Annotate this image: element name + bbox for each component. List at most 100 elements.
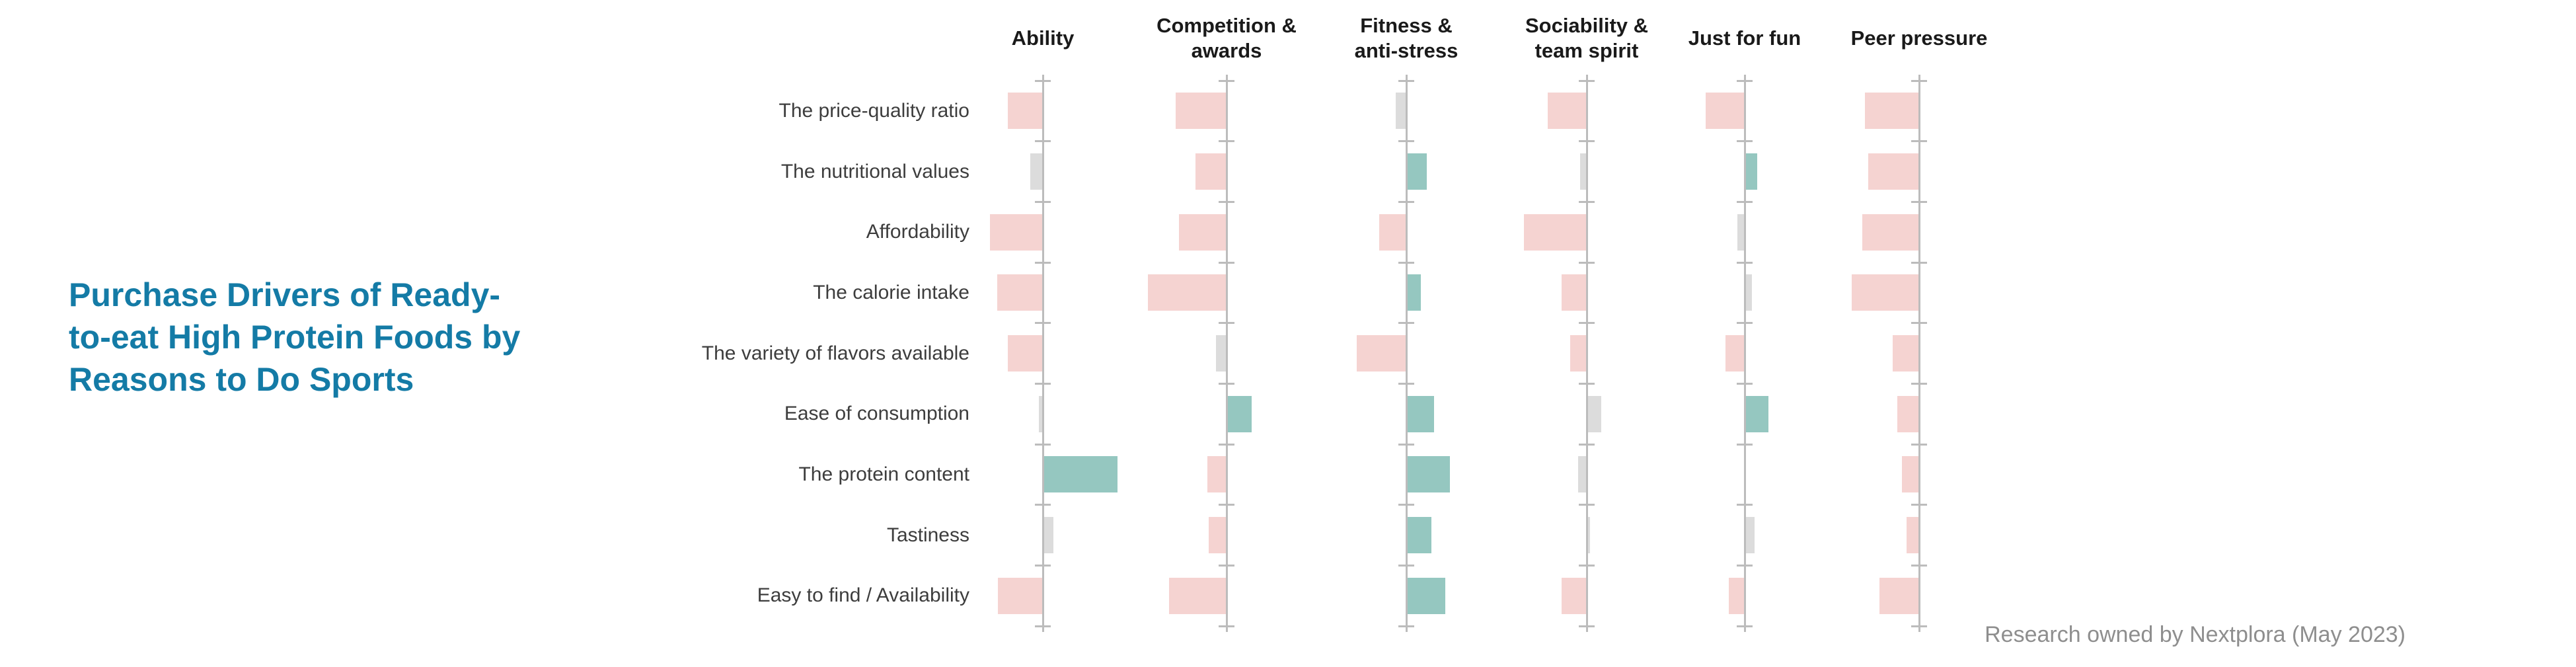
bar bbox=[1008, 335, 1043, 372]
axis-tick bbox=[1911, 261, 1927, 264]
bar bbox=[1195, 153, 1227, 190]
bar bbox=[1868, 153, 1919, 190]
axis-tick bbox=[1737, 504, 1753, 506]
bar bbox=[1852, 274, 1919, 311]
axis-tick bbox=[1579, 261, 1595, 264]
axis-tick bbox=[1398, 564, 1414, 567]
bar bbox=[1207, 456, 1227, 493]
bar bbox=[1209, 517, 1227, 553]
bar bbox=[1227, 395, 1252, 432]
bar bbox=[1396, 93, 1406, 130]
bar bbox=[1706, 93, 1745, 130]
bar bbox=[1745, 153, 1757, 190]
bar bbox=[1176, 93, 1227, 130]
axis-tick bbox=[1911, 140, 1927, 143]
bar bbox=[998, 577, 1043, 614]
axis-line bbox=[1405, 75, 1408, 632]
chart-title: Purchase Drivers of Ready- to-eat High P… bbox=[69, 276, 521, 398]
axis-tick bbox=[1398, 79, 1414, 82]
row-label: The calorie intake bbox=[813, 281, 969, 303]
bar bbox=[1725, 335, 1745, 372]
axis-tick bbox=[1219, 443, 1234, 446]
bar bbox=[1407, 395, 1434, 432]
axis-tick bbox=[1035, 443, 1051, 446]
axis-tick bbox=[1579, 625, 1595, 627]
bar bbox=[1578, 456, 1587, 493]
bar bbox=[1862, 214, 1919, 251]
bar bbox=[1570, 335, 1587, 372]
bar bbox=[997, 274, 1043, 311]
axis-tick bbox=[1737, 443, 1753, 446]
axis-tick bbox=[1398, 625, 1414, 627]
axis-tick bbox=[1219, 79, 1234, 82]
bar bbox=[1407, 456, 1450, 493]
axis-tick bbox=[1579, 382, 1595, 385]
axis-tick bbox=[1579, 504, 1595, 506]
bar bbox=[1148, 274, 1227, 311]
bar bbox=[1737, 214, 1745, 251]
axis-tick bbox=[1737, 322, 1753, 325]
column-header: Fitness & anti-stress bbox=[1354, 14, 1458, 62]
row-label: Affordability bbox=[866, 221, 969, 243]
bar bbox=[1587, 395, 1601, 432]
axis-tick bbox=[1035, 382, 1051, 385]
axis-tick bbox=[1398, 261, 1414, 264]
bar bbox=[1745, 395, 1768, 432]
axis-tick bbox=[1579, 443, 1595, 446]
axis-tick bbox=[1737, 79, 1753, 82]
axis-tick bbox=[1579, 140, 1595, 143]
axis-tick bbox=[1579, 200, 1595, 203]
axis-tick bbox=[1398, 322, 1414, 325]
axis-line bbox=[1918, 75, 1920, 632]
axis-tick bbox=[1035, 261, 1051, 264]
axis-tick bbox=[1035, 200, 1051, 203]
axis-tick bbox=[1911, 382, 1927, 385]
row-label: Tastiness bbox=[886, 524, 969, 546]
axis-tick bbox=[1219, 322, 1234, 325]
bar bbox=[1907, 517, 1919, 553]
axis-tick bbox=[1911, 200, 1927, 203]
bar bbox=[1865, 93, 1919, 130]
axis-tick bbox=[1911, 443, 1927, 446]
axis-tick bbox=[1737, 382, 1753, 385]
row-label: The nutritional values bbox=[780, 160, 969, 182]
row-label: Easy to find / Availability bbox=[757, 584, 969, 607]
bar bbox=[1524, 214, 1587, 251]
column-header: Just for fun bbox=[1688, 26, 1801, 50]
row-label: The variety of flavors available bbox=[701, 342, 969, 364]
bar bbox=[1030, 153, 1043, 190]
bar bbox=[1407, 274, 1421, 311]
bar bbox=[1216, 335, 1227, 372]
row-label: The price-quality ratio bbox=[778, 99, 969, 122]
row-label: The protein content bbox=[798, 463, 969, 485]
bar bbox=[1008, 93, 1043, 130]
axis-tick bbox=[1398, 140, 1414, 143]
axis-tick bbox=[1737, 564, 1753, 567]
axis-tick bbox=[1579, 322, 1595, 325]
axis-tick bbox=[1911, 625, 1927, 627]
bar bbox=[1745, 517, 1755, 553]
axis-tick bbox=[1398, 382, 1414, 385]
bar bbox=[1897, 395, 1919, 432]
axis-tick bbox=[1219, 504, 1234, 506]
bar bbox=[1548, 93, 1587, 130]
axis-tick bbox=[1911, 564, 1927, 567]
source-credit: Research owned by Nextplora (May 2023) bbox=[1985, 622, 2406, 647]
axis-tick bbox=[1398, 504, 1414, 506]
column-header: Peer pressure bbox=[1850, 26, 1988, 50]
axis-line bbox=[1743, 75, 1746, 632]
axis-tick bbox=[1398, 200, 1414, 203]
bar bbox=[1357, 335, 1406, 372]
axis-line bbox=[1585, 75, 1588, 632]
axis-tick bbox=[1219, 200, 1234, 203]
bar bbox=[1179, 214, 1227, 251]
bar bbox=[1043, 517, 1053, 553]
bar bbox=[1580, 153, 1587, 190]
bar bbox=[1039, 395, 1043, 432]
column-header: Ability bbox=[1011, 26, 1075, 50]
axis-tick bbox=[1579, 79, 1595, 82]
axis-tick bbox=[1219, 261, 1234, 264]
bar bbox=[1587, 517, 1590, 553]
axis-tick bbox=[1579, 564, 1595, 567]
